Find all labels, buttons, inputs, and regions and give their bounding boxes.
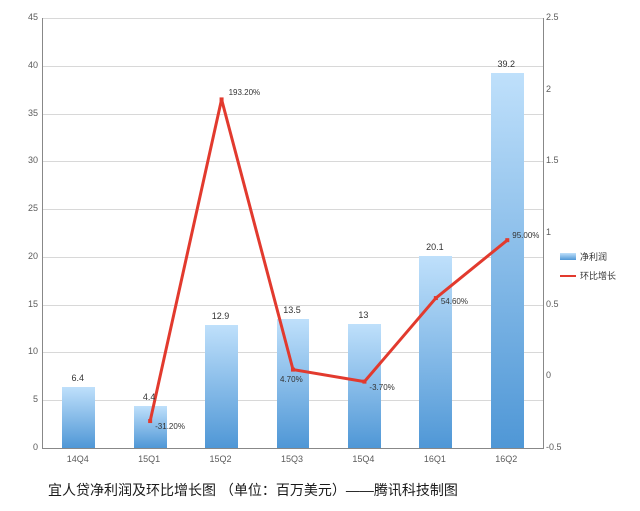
bar-value-label: 13 [358,310,368,320]
plot-area [42,18,544,449]
legend-swatch-line [560,275,576,277]
legend-item: 环比增长 [560,269,616,282]
legend-swatch-bar [560,253,576,260]
y-right-tick: 1 [546,227,574,237]
y-left-tick: 30 [10,155,38,165]
x-tick: 15Q2 [210,454,232,464]
line-value-label: -3.70% [369,383,394,392]
bar-value-label: 12.9 [212,311,230,321]
bar-value-label: 20.1 [426,242,444,252]
chart-container: 净利润环比增长 宜人贷净利润及环比增长图 （单位：百万美元）——腾讯科技制图 0… [0,0,640,511]
bar-value-label: 13.5 [283,305,301,315]
y-right-tick: 0.5 [546,299,574,309]
bar-value-label: 39.2 [498,59,516,69]
y-right-tick: 2.5 [546,12,574,22]
y-left-tick: 0 [10,442,38,452]
line-value-label: 4.70% [280,375,303,384]
y-left-tick: 40 [10,60,38,70]
y-left-tick: 5 [10,394,38,404]
x-tick: 15Q4 [352,454,374,464]
caption: 宜人贷净利润及环比增长图 （单位：百万美元）——腾讯科技制图 [48,480,458,500]
bar-value-label: 6.4 [71,373,84,383]
x-tick: 15Q1 [138,454,160,464]
x-tick: 14Q4 [67,454,89,464]
line-value-label: 193.20% [229,88,261,97]
x-tick: 16Q1 [424,454,446,464]
legend-item: 净利润 [560,250,616,263]
y-left-tick: 25 [10,203,38,213]
y-right-tick: 0 [546,370,574,380]
line-value-label: -31.20% [155,422,185,431]
line-value-label: 54.60% [441,297,468,306]
legend: 净利润环比增长 [560,250,616,288]
y-left-tick: 45 [10,12,38,22]
y-right-tick: 2 [546,84,574,94]
legend-label: 环比增长 [580,269,616,282]
legend-label: 净利润 [580,250,607,263]
bar-value-label: 4.4 [143,392,156,402]
y-left-tick: 15 [10,299,38,309]
line-value-label: 95.00% [512,231,539,240]
y-right-tick: 1.5 [546,155,574,165]
y-left-tick: 10 [10,346,38,356]
x-tick: 15Q3 [281,454,303,464]
y-right-tick: -0.5 [546,442,574,452]
x-tick: 16Q2 [495,454,517,464]
y-left-tick: 35 [10,108,38,118]
y-left-tick: 20 [10,251,38,261]
